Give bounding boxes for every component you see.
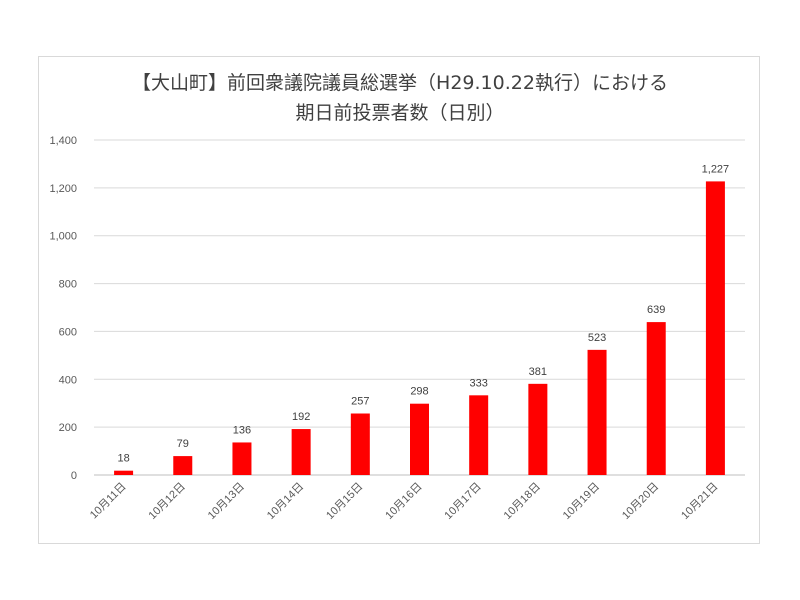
x-tick-label: 10月18日: [502, 481, 543, 522]
y-tick-label: 0: [71, 470, 77, 482]
y-tick-label: 600: [59, 326, 77, 338]
y-tick-label: 400: [59, 374, 77, 386]
data-label: 192: [292, 411, 310, 423]
chart-area: [38, 56, 760, 544]
bar: [232, 442, 252, 475]
data-label: 18: [117, 453, 129, 465]
data-label: 298: [410, 386, 428, 398]
data-label: 136: [233, 424, 251, 436]
bar: [587, 349, 607, 475]
y-tick-label: 1,000: [49, 231, 77, 243]
bar: [350, 413, 370, 475]
chart-title: 【大山町】前回衆議院議員総選挙（H29.10.22執行）における 期日前投票者数…: [0, 68, 800, 128]
x-tick-label: 10月15日: [324, 481, 365, 522]
x-tick-label: 10月16日: [383, 481, 424, 522]
bar: [291, 429, 311, 475]
x-tick-label: 10月12日: [147, 481, 188, 522]
data-label: 1,227: [702, 163, 730, 175]
data-label: 523: [588, 332, 606, 344]
y-tick-label: 200: [59, 422, 77, 434]
chart-title-line-2: 期日前投票者数（日別）: [295, 102, 505, 124]
bar: [410, 403, 429, 475]
chart-title-line-1: 【大山町】前回衆議院議員総選挙（H29.10.22執行）における: [132, 72, 668, 94]
data-label: 333: [470, 377, 488, 389]
bar: [528, 383, 548, 475]
data-label: 381: [529, 366, 547, 378]
x-tick-label: 10月19日: [561, 481, 602, 522]
bar: [173, 456, 193, 475]
x-tick-label: 10月17日: [442, 481, 483, 522]
bar: [705, 181, 725, 475]
x-tick-label: 10月13日: [206, 481, 247, 522]
x-tick-label: 10月20日: [620, 481, 661, 522]
data-label: 79: [177, 438, 189, 450]
bar: [469, 395, 489, 475]
data-label: 639: [647, 304, 665, 316]
bar: [646, 322, 666, 475]
y-tick-label: 800: [59, 279, 77, 291]
y-tick-label: 1,400: [49, 135, 77, 147]
data-label: 257: [351, 396, 369, 408]
x-tick-label: 10月21日: [679, 481, 720, 522]
x-tick-label: 10月14日: [265, 481, 306, 522]
x-tick-label: 10月11日: [88, 481, 129, 522]
y-tick-label: 1,200: [49, 183, 77, 195]
bar: [114, 470, 134, 475]
